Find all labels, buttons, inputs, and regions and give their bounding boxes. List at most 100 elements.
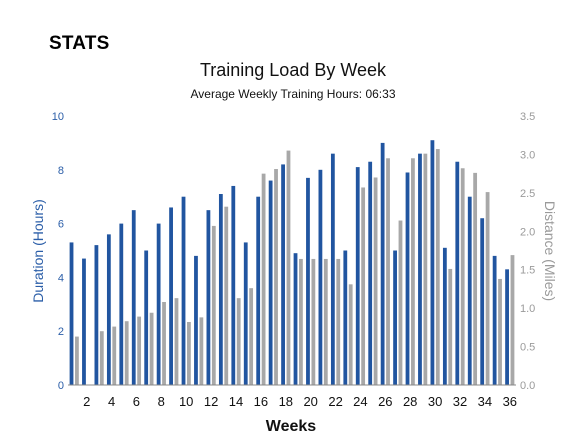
bar-distance-week-3 (99, 331, 104, 385)
bars-group (69, 140, 515, 385)
y-axis-label-left: Duration (Hours) (30, 199, 46, 302)
bar-duration-week-21 (318, 169, 323, 385)
left-tick-label: 10 (52, 111, 64, 123)
bar-duration-week-10 (181, 196, 186, 385)
bar-duration-week-27 (393, 250, 397, 385)
bar-duration-week-36 (505, 269, 509, 385)
bar-distance-week-30 (435, 149, 440, 385)
bar-duration-week-32 (455, 161, 460, 385)
bar-duration-week-7 (144, 250, 149, 385)
bar-duration-week-20 (306, 177, 310, 385)
bar-duration-week-1 (69, 242, 74, 385)
bar-duration-week-28 (405, 172, 410, 385)
bar-duration-week-35 (492, 255, 497, 385)
x-axis-ticks: 2 4 6 8 10 12 14 16 18 20 22 24 26 28 30 32 34 36 (83, 394, 517, 409)
bar-distance-week-26 (386, 158, 390, 385)
bar-duration-week-9 (169, 207, 173, 385)
right-tick-label: 0.5 (520, 342, 535, 354)
x-tick-label: 28 (403, 394, 417, 409)
bar-distance-week-28 (411, 158, 415, 385)
x-tick-label: 36 (503, 394, 517, 409)
chart-title: Training Load By Week (200, 60, 387, 80)
bar-distance-week-4 (112, 326, 117, 385)
x-tick-label: 22 (328, 394, 342, 409)
right-tick-label: 3.5 (520, 111, 535, 123)
bar-distance-week-33 (473, 172, 478, 385)
bar-distance-week-32 (460, 168, 465, 385)
bar-distance-week-16 (261, 173, 266, 385)
bar-duration-week-15 (243, 242, 248, 385)
bar-distance-week-19 (299, 258, 303, 385)
bar-duration-week-30 (430, 140, 435, 385)
x-tick-label: 8 (158, 394, 165, 409)
bar-distance-week-23 (348, 284, 353, 385)
x-tick-label: 20 (303, 394, 317, 409)
bar-distance-week-7 (149, 312, 154, 385)
bar-distance-week-21 (323, 258, 328, 385)
bar-duration-week-26 (380, 142, 385, 385)
bar-distance-week-29 (423, 153, 428, 385)
bar-distance-week-15 (249, 288, 254, 385)
x-tick-label: 16 (254, 394, 268, 409)
left-tick-label: 6 (58, 219, 64, 231)
right-tick-label: 2.5 (520, 188, 535, 200)
bar-duration-week-2 (82, 258, 86, 385)
x-tick-label: 10 (179, 394, 193, 409)
bar-distance-week-12 (211, 225, 216, 385)
bar-distance-week-11 (199, 317, 204, 385)
bar-distance-week-18 (286, 150, 291, 385)
left-tick-label: 8 (58, 165, 64, 177)
y-axis-label-right: Distance (Miles) (542, 201, 558, 301)
bar-duration-week-6 (131, 210, 136, 385)
bar-duration-week-29 (418, 153, 422, 385)
bar-distance-week-34 (485, 192, 490, 385)
bar-duration-week-23 (343, 250, 348, 385)
x-tick-label: 24 (353, 394, 367, 409)
bar-duration-week-11 (194, 255, 198, 385)
bar-duration-week-4 (106, 234, 111, 385)
x-tick-label: 2 (83, 394, 90, 409)
bar-distance-week-14 (236, 298, 241, 385)
bar-distance-week-5 (124, 321, 129, 385)
bar-distance-week-27 (398, 220, 403, 385)
bar-duration-week-16 (256, 196, 261, 385)
bar-distance-week-31 (448, 268, 453, 385)
bar-duration-week-24 (355, 167, 360, 385)
left-tick-label: 4 (58, 272, 64, 284)
right-tick-label: 0.0 (520, 380, 535, 392)
bar-duration-week-17 (268, 180, 273, 385)
chart-subtitle: Average Weekly Training Hours: 06:33 (190, 87, 395, 101)
right-tick-label: 1.0 (520, 303, 535, 315)
x-tick-label: 26 (378, 394, 392, 409)
bar-distance-week-13 (224, 206, 229, 385)
bar-duration-week-31 (442, 247, 447, 385)
bar-distance-week-6 (137, 316, 142, 385)
x-tick-label: 6 (133, 394, 140, 409)
bar-distance-week-24 (361, 187, 366, 385)
right-tick-label: 2.0 (520, 226, 535, 238)
x-tick-label: 18 (279, 394, 293, 409)
bar-duration-week-22 (330, 153, 335, 385)
bar-distance-week-17 (274, 169, 278, 385)
left-axis-ticks: 0 2 4 6 8 10 (52, 111, 64, 392)
x-axis-label: Weeks (266, 418, 317, 435)
bar-duration-week-12 (206, 210, 211, 385)
bar-distance-week-35 (498, 278, 502, 385)
x-tick-label: 12 (204, 394, 218, 409)
bar-duration-week-3 (94, 245, 99, 385)
bar-duration-week-18 (281, 164, 285, 385)
right-tick-label: 3.0 (520, 149, 535, 161)
x-tick-label: 14 (229, 394, 243, 409)
x-tick-label: 32 (453, 394, 467, 409)
bar-duration-week-19 (293, 253, 298, 385)
bar-duration-week-25 (368, 161, 373, 385)
bar-duration-week-8 (156, 223, 161, 385)
bar-duration-week-33 (467, 196, 472, 385)
x-tick-label: 4 (108, 394, 115, 409)
left-tick-label: 0 (58, 380, 64, 392)
bar-duration-week-5 (119, 223, 124, 385)
bar-distance-week-8 (162, 301, 166, 385)
right-tick-label: 1.5 (520, 265, 535, 277)
bar-duration-week-13 (218, 194, 223, 385)
